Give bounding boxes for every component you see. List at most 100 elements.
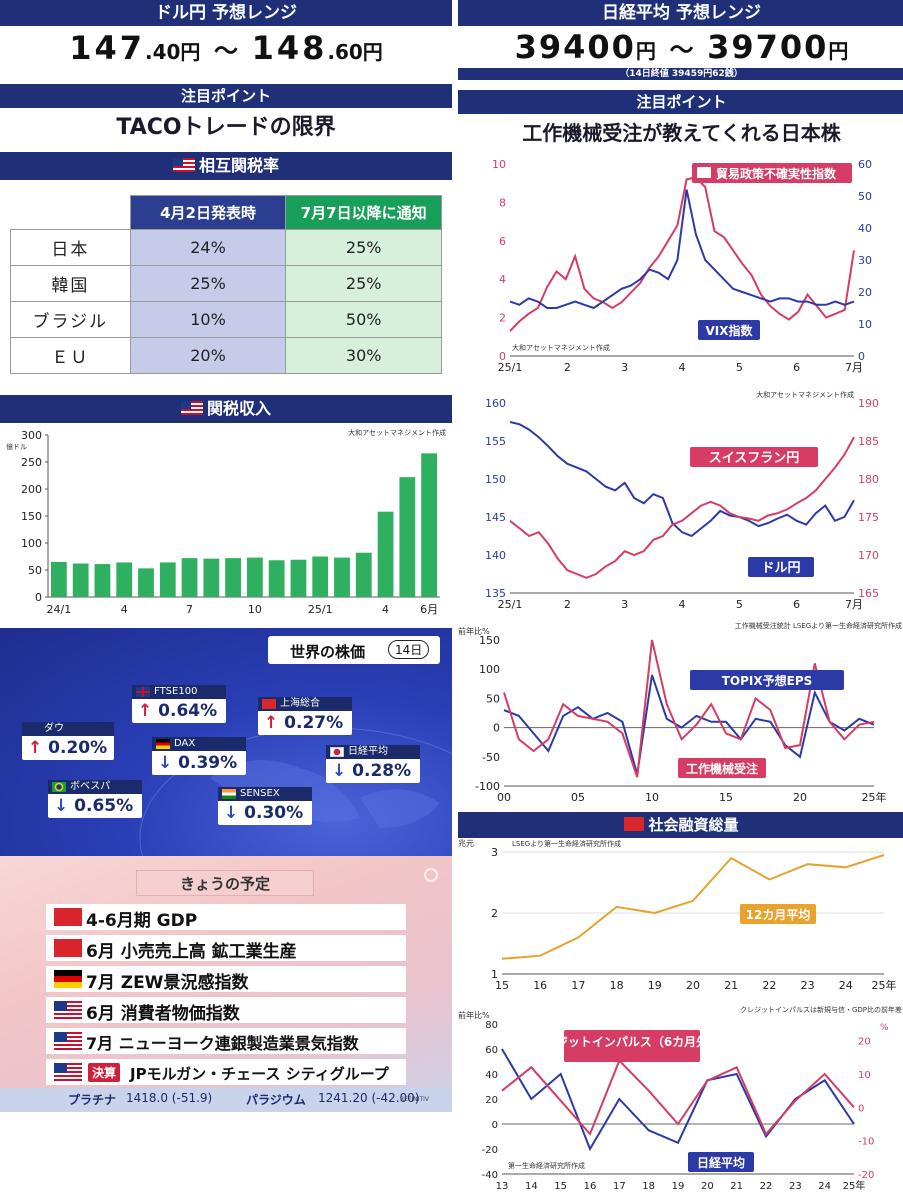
tariff-rate-table: 4月2日発表時 7月7日以降に通知 日本 24% 25% 韓国 25% 25% ブラジル… [10,195,442,374]
chart-source: 工作機械受注統計 LSEGより第一生命経済研究所作成 [735,621,902,630]
china-tsf-header: 社会融資総量 [458,812,903,838]
x-tick-label: 25/1 [498,598,523,611]
world-stocks-title: 世界の株価 [290,643,366,661]
stock-name: ダウ [44,723,64,734]
y2-axis-label: % [880,1023,889,1033]
x-tick-label: 23 [801,979,815,992]
bar [334,557,350,597]
legend-uncertainty: 貿易政策不確実性指数 [716,166,837,181]
x-tick-label: 2 [564,361,571,374]
focus-title-right-text: 工作機械受注が教えてくれる日本株 [522,121,841,145]
y2-tick-label: 50 [858,190,872,203]
x-tick-label: 24 [839,979,853,992]
x-tick-label: 19 [672,1181,685,1192]
focus-title-left-text: TACOトレードの限界 [116,115,336,140]
x-tick-label: 25年 [843,1179,866,1192]
stock-value: 0.27% [284,713,344,733]
cell-april: 24% [129,229,287,266]
tariff-revenue-header: 関税収入 [0,395,452,423]
y2-tick-label: 190 [858,397,879,410]
nikkei-high: 39700 [707,28,829,66]
y-tick-label: 200 [21,483,42,496]
stock-value: 0.30% [244,803,304,823]
ticker-bar: プラチナ 1418.0 (-51.9) パラジウム 1241.20 (-42.0… [0,1088,452,1112]
legend-machine-box [678,758,766,778]
y-tick-label: 150 [479,634,500,647]
usdjpy-high-small: .60円 [327,40,383,64]
series-line [501,854,885,960]
usdjpy-high-big: 148 [251,29,328,67]
stock-name: FTSE100 [154,686,198,697]
schedule-text: 4-6月期 GDP [86,911,198,931]
chart-source: LSEGより第一生命経済研究所作成 [512,839,621,848]
arrow-down-icon: ↓ [158,753,173,773]
y2-tick-label: 10 [858,1070,871,1081]
stock-value: 0.64% [158,701,218,721]
x-tick-label: 16 [533,979,547,992]
y-axis-label: 兆元 [458,838,474,848]
y-axis-unit: 億ドル [6,442,27,451]
earnings-badge: 決算 [88,1063,121,1082]
right-column: 日経平均 予想レンジ 39400円 ～ 39700円 （14日終値 39459円… [452,0,903,1195]
stock-name: DAX [174,738,196,749]
series-line [503,674,875,775]
x-tick-label: 24 [818,1181,831,1192]
x-tick-label: 5 [736,598,743,611]
bar [290,559,307,597]
left-column: ドル円 予想レンジ 147.40円 ～ 148.60円 注目ポイント TACOト… [0,0,452,1195]
bar [312,556,329,597]
stock-value: 0.20% [48,738,108,758]
chart-note: クレジットインパルスは新規与信・GDP比の前年差 [740,1005,902,1014]
y-tick-label: 1 [491,968,498,981]
x-tick-label: 4 [679,361,686,374]
brazil-flag-icon [52,782,66,792]
focus-title-left: TACOトレードの限界 [0,108,452,148]
y2-tick-label: 175 [858,511,879,524]
ticker-name: プラチナ [68,1093,117,1107]
focus-label-right: 注目ポイント [458,90,903,114]
y-tick-label: 40 [485,1070,498,1081]
x-tick-label: 6月 [420,603,438,616]
x-tick-label: 17 [571,979,585,992]
china-flag-icon [54,908,82,926]
y-tick-label: 60 [485,1045,498,1056]
bar [268,560,285,597]
bar [355,552,372,597]
legend-credit-box [564,1030,700,1062]
legend-nikkei: 日経平均 [697,1155,745,1170]
legend-vix-box [698,320,760,340]
cell-april: 20% [129,337,287,374]
focus-title-right: 工作機械受注が教えてくれる日本株 [458,114,903,152]
legend-usdjpy: ドル円 [761,561,800,576]
nikkei-note-bar: （14日終値 39459円62銭） [458,68,903,80]
series-line [509,189,855,310]
stock-dow: ダウ ↑ 0.20% [22,722,114,760]
x-tick-label: 25年 [872,978,897,992]
y-tick-label: 150 [485,473,506,486]
us-flag-icon [54,1063,82,1081]
legend-avg-box [740,904,816,924]
legend-credit: クレジットインパルス（6カ月先行） [532,1034,732,1049]
x-tick-label: 10 [248,603,262,616]
uncertainty-vix-chart: 0 2 4 6 8 10 0 10 20 30 40 50 60 25/1 2 3 4 5 6 7月 大和アセットマネジ… [492,158,872,374]
china-flag-icon [624,817,645,831]
y-tick-label: 8 [499,196,506,209]
x-tick-label: 4 [679,598,686,611]
y-tick-label: -100 [475,780,500,793]
series-line [503,639,875,778]
row-country: 日本 [10,229,131,266]
schedule-text: 6月 消費者物価指数 [86,1004,240,1024]
x-tick-label: 3 [621,361,628,374]
series-line [509,436,855,579]
row-country: ブラジル [10,301,131,338]
world-stocks-title-box: 世界の株価 14日 [268,636,440,664]
y-tick-label: 0 [492,1120,498,1131]
legend-uncertainty-box [692,163,852,183]
x-tick-label: 24/1 [47,603,72,616]
schedule-item: 7月 ニューヨーク連銀製造業景気指数 [46,1028,406,1054]
legend-nikkei-box [688,1152,754,1172]
x-tick-label: 20 [701,1181,714,1192]
cell-july: 25% [285,265,442,302]
germany-flag-icon [54,970,82,988]
